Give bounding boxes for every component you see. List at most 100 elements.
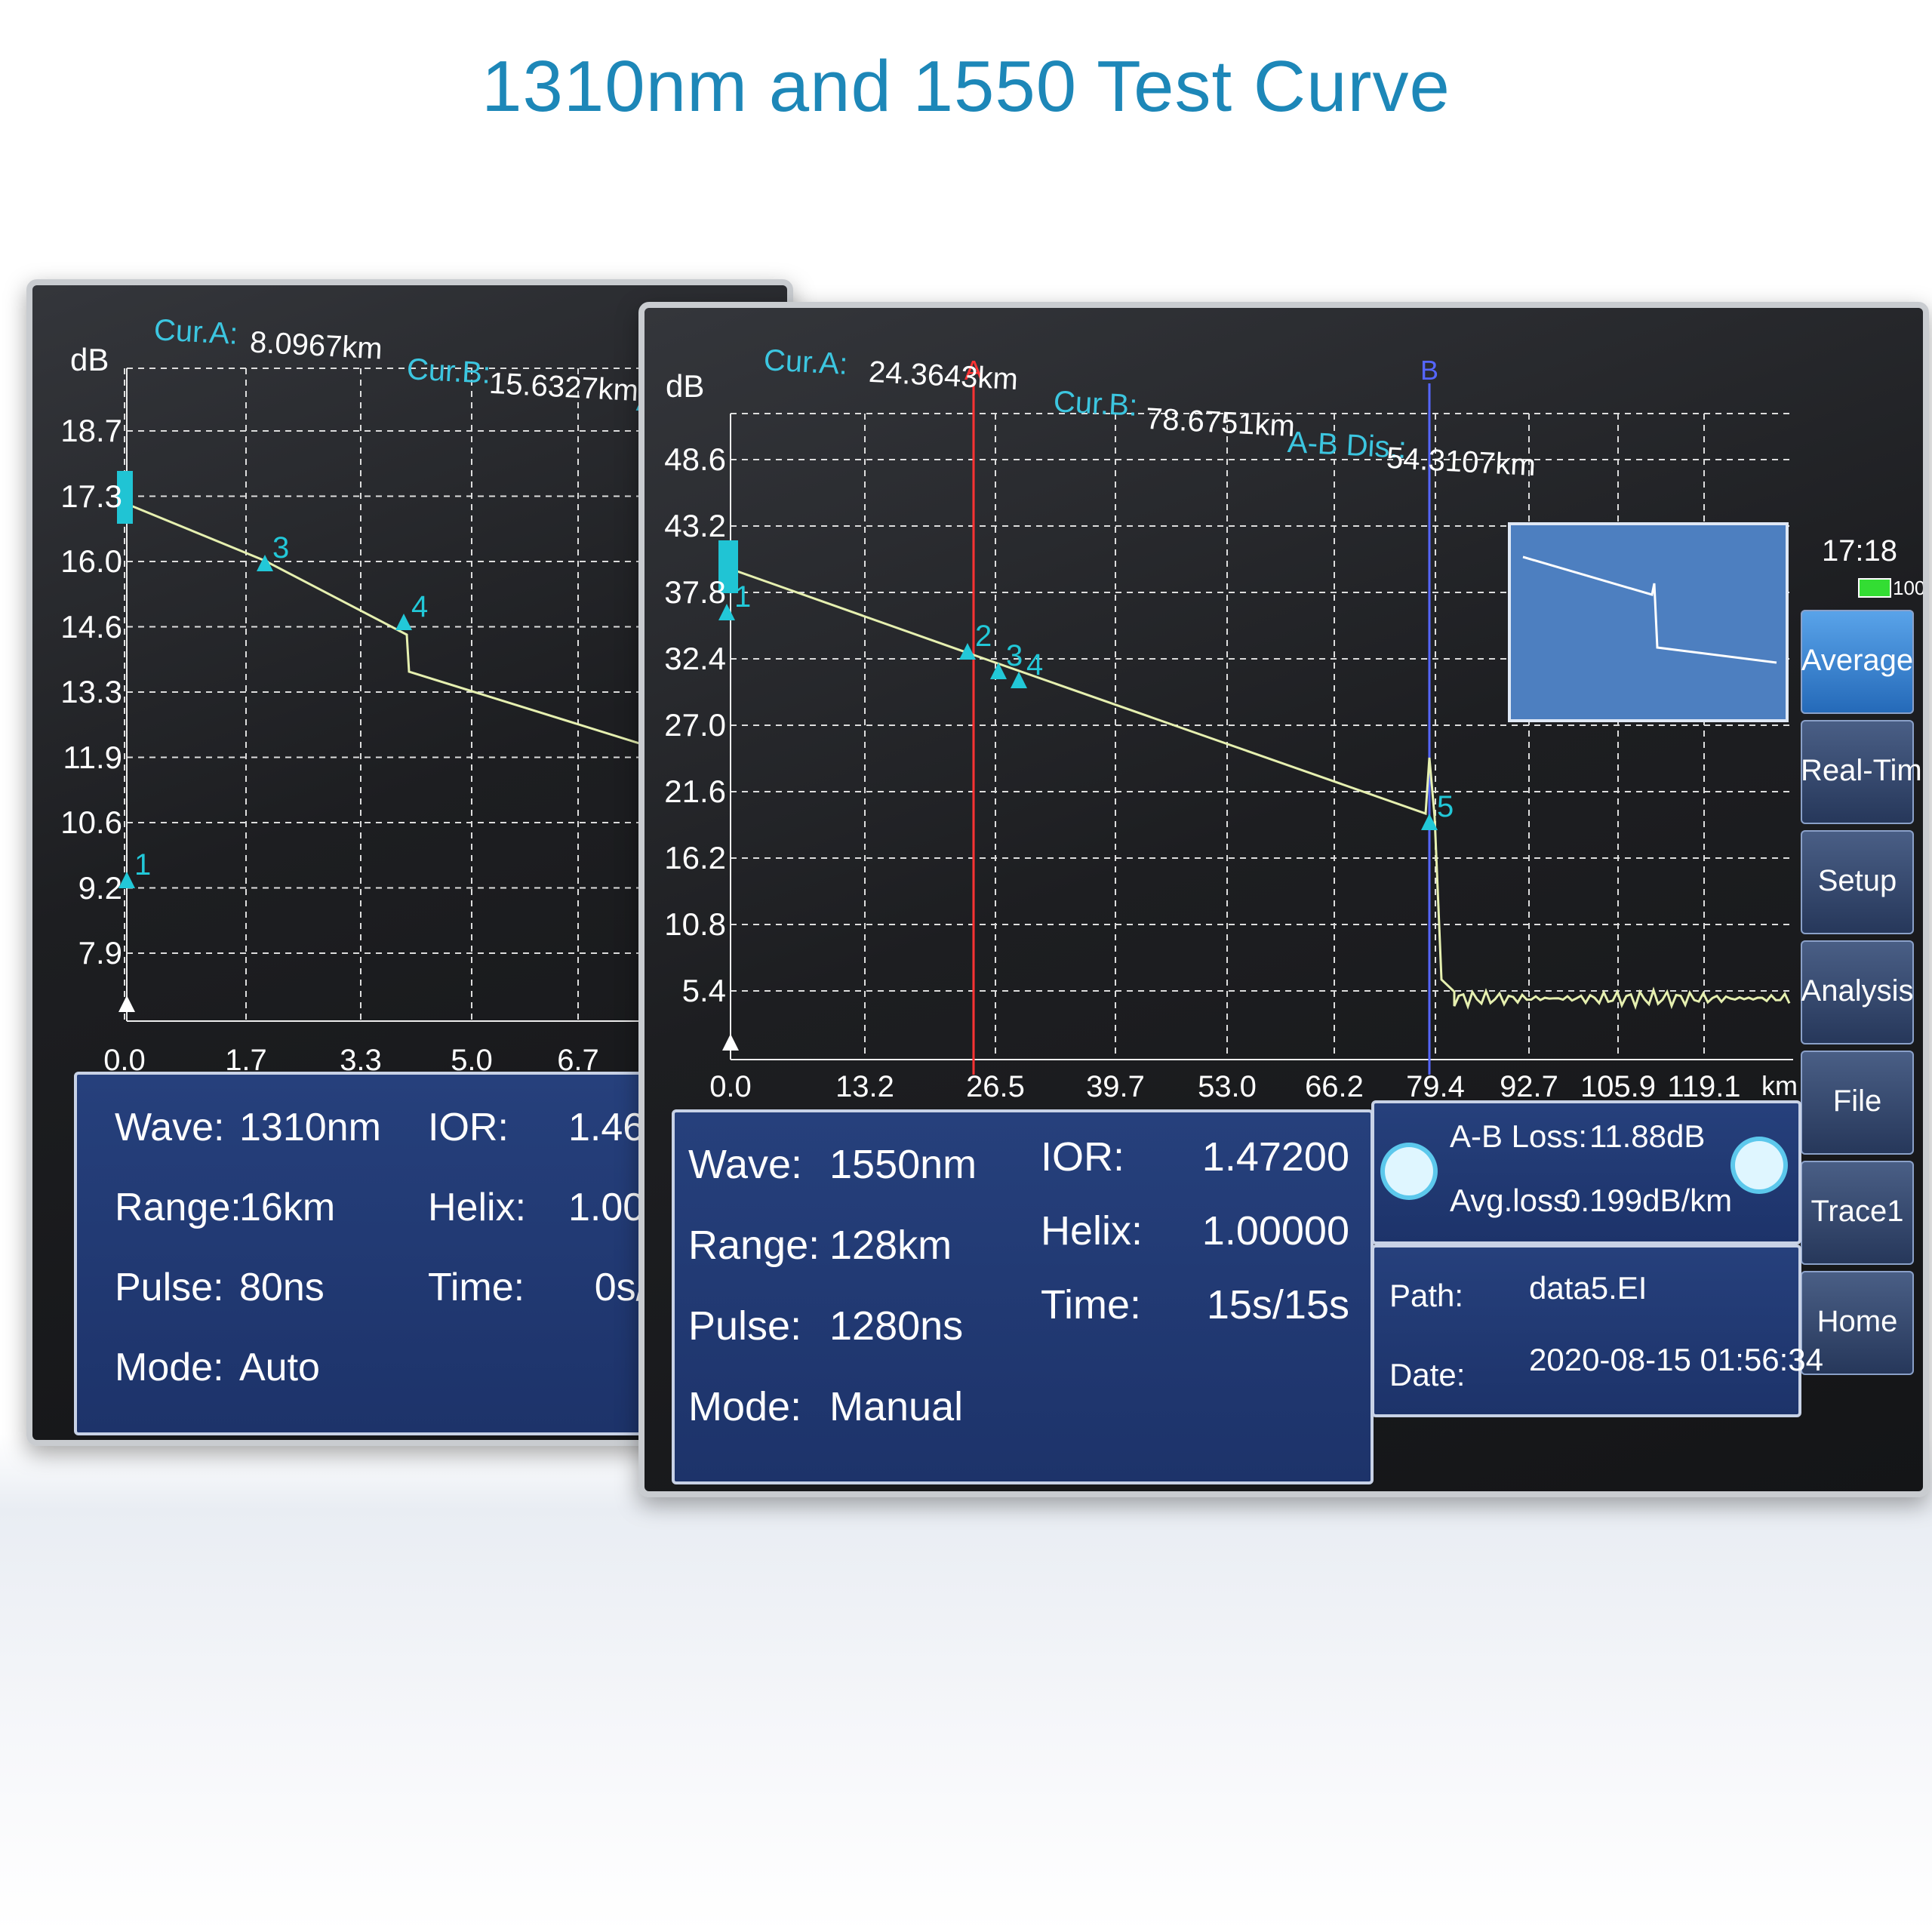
info-label: Time: (428, 1266, 525, 1309)
header-cur-b-label: Cur.B: (1052, 385, 1139, 423)
info-value: 1310nm (239, 1106, 381, 1149)
marker-triangle (959, 643, 976, 660)
file-date: 2020-08-15 01:56:34 (1529, 1342, 1823, 1377)
x-tick-label: 0.0 (103, 1044, 146, 1077)
info-value: 128km (829, 1223, 952, 1268)
loss-avg-loss-label: Avg.loss: (1450, 1183, 1578, 1218)
x-tick-label: 119.1 (1667, 1070, 1741, 1103)
x-tick-label: 39.7 (1086, 1070, 1145, 1103)
y-tick-label: 13.3 (60, 674, 122, 709)
y-tick-label: 37.8 (664, 574, 726, 610)
y-tick-label: 48.6 (664, 441, 726, 477)
y-unit: dB (70, 342, 109, 377)
menu-button[interactable]: Real-Time (1801, 720, 1929, 824)
x-tick-label: 5.0 (451, 1044, 493, 1077)
file-panel: Path: data5.EI Date: 2020-08-15 01:56:34 (1371, 1244, 1823, 1417)
arrow-left[interactable] (1385, 1147, 1433, 1195)
file-date-label: Date: (1389, 1357, 1466, 1392)
event-label: 2 (975, 620, 992, 653)
y-tick-label: 18.7 (60, 413, 122, 448)
info-label: Time: (1041, 1282, 1141, 1327)
info-label: Mode: (688, 1384, 802, 1429)
info-value: Manual (829, 1384, 964, 1429)
info-label: Range: (688, 1223, 820, 1268)
info-value: 16km (239, 1186, 336, 1229)
plot: A B 1 23 4 5 (718, 355, 1793, 1075)
y-tick-label: 16.0 (60, 543, 122, 579)
battery-icon (1858, 578, 1891, 598)
menu-label: Trace1 (1810, 1195, 1904, 1228)
x-tick-label: 53.0 (1198, 1070, 1257, 1103)
menu-button[interactable]: Setup (1801, 830, 1914, 934)
y-tick-label: 21.6 (664, 774, 726, 809)
event-label: 3 (272, 531, 289, 565)
marker-triangle (722, 1034, 739, 1051)
loss-ab-loss: 11.88dB (1589, 1118, 1706, 1154)
cursor-label: B (1420, 355, 1438, 386)
y-tick-label: 17.3 (60, 478, 122, 514)
y-unit: dB (666, 368, 705, 404)
x-tick-label: 26.5 (966, 1070, 1025, 1103)
event-label: 4 (411, 590, 428, 623)
x-tick-label: 3.3 (340, 1044, 382, 1077)
info-label: Wave: (115, 1106, 225, 1149)
header-cur-a-label: Cur.A: (762, 343, 849, 381)
menu-button[interactable]: Average (1801, 610, 1914, 714)
menu-button[interactable]: Analysis (1801, 940, 1914, 1044)
y-tick-label: 32.4 (664, 641, 726, 676)
cursor-label: A (964, 355, 983, 386)
x-tick-label: 6.7 (557, 1044, 599, 1077)
y-tick-label: 16.2 (664, 840, 726, 875)
y-tick-label: 11.9 (63, 739, 122, 775)
info-label: Mode: (115, 1346, 224, 1389)
clock: 17:18 (1821, 534, 1898, 568)
y-tick-label: 43.2 (664, 508, 726, 543)
menu-label: Home (1817, 1305, 1898, 1338)
marker-triangle (118, 995, 135, 1012)
screen-1550: A B 1 2 3 4 5 48.6 43.2 37.8 32.4 27.0 21.6 16.2 10.8 5… (638, 302, 1929, 1497)
menu-label: Setup (1817, 864, 1897, 897)
info-value: 1280ns (829, 1303, 964, 1349)
loss-ab-loss-label: A-B Loss: (1450, 1118, 1588, 1154)
event-label: 1 (134, 848, 151, 881)
marker-triangle (118, 872, 135, 888)
y-tick-label: 5.4 (681, 973, 726, 1008)
menu-label: Analysis (1801, 974, 1914, 1008)
info-value: 80ns (239, 1266, 325, 1309)
trace (724, 565, 1791, 1011)
menu-button[interactable]: File (1801, 1051, 1914, 1155)
file-path-label: Path: (1389, 1278, 1464, 1313)
header-cur-a-label: Cur.A: (152, 313, 239, 351)
overview-trace (1522, 555, 1777, 664)
arrow-right[interactable] (1735, 1141, 1783, 1189)
info-label: Range: (115, 1186, 242, 1229)
y-tick-label: 10.8 (664, 906, 726, 942)
x-unit: km (1761, 1070, 1798, 1101)
event-label: 5 (1437, 790, 1454, 823)
info-panel: Wave: 1550nm Range: 128km Pulse: 1280ns Mode: M… (672, 1109, 1374, 1484)
marker-triangle (1421, 814, 1438, 830)
info-label: Helix: (1041, 1208, 1143, 1254)
x-tick-label: 105.9 (1580, 1070, 1657, 1103)
battery-level: 100% (1893, 577, 1926, 599)
info-label: Pulse: (688, 1303, 802, 1349)
info-value: 1.47200 (1201, 1134, 1349, 1180)
marker-triangle (718, 604, 735, 620)
menu-label: Average (1801, 644, 1914, 677)
menu-label: Real-Time (1801, 754, 1929, 787)
menu-button[interactable]: Trace1 (1801, 1161, 1914, 1265)
info-value: 1.00000 (1201, 1208, 1349, 1254)
loss-avg-loss: 0.199dB/km (1563, 1183, 1733, 1218)
y-tick-label: 10.6 (60, 804, 122, 840)
event-label: 1 (734, 580, 751, 614)
x-tick-label: 66.2 (1305, 1070, 1364, 1103)
y-tick-label: 14.6 (60, 608, 122, 645)
y-tick-label: 27.0 (664, 707, 726, 743)
info-value: Auto (239, 1346, 320, 1389)
header-cur-b-label: Cur.B: (405, 352, 492, 390)
menu-button[interactable]: Home (1801, 1271, 1914, 1375)
info-label: Wave: (688, 1142, 803, 1187)
x-tick-label: 13.2 (835, 1070, 894, 1103)
x-tick-label: 92.7 (1500, 1070, 1558, 1103)
